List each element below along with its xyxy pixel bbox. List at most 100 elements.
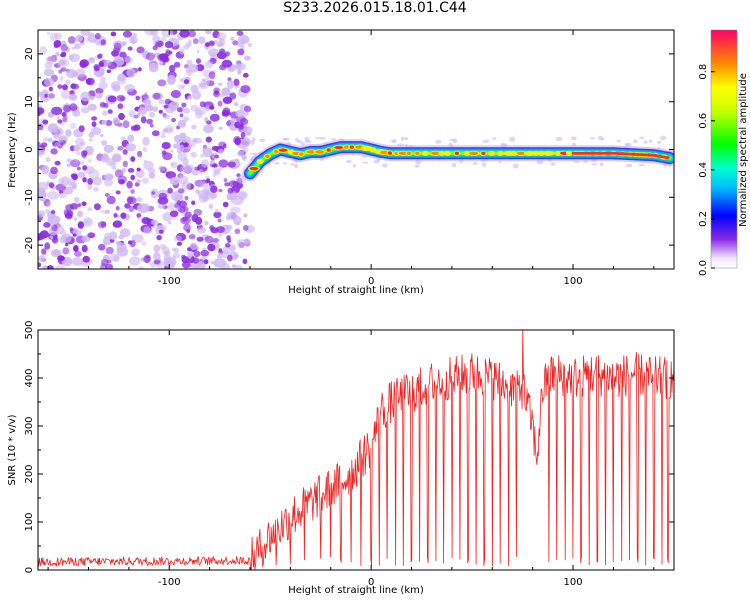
noise-dot [229, 92, 237, 100]
noise-dot [75, 68, 86, 78]
noise-dot [178, 84, 186, 90]
noise-dot [116, 242, 127, 253]
noise-dot [87, 183, 93, 190]
noise-dot [203, 259, 209, 265]
noise-dot [129, 36, 138, 44]
noise-dot [230, 36, 235, 41]
ridge-blob [406, 151, 412, 155]
noise-dot [213, 258, 226, 268]
noise-dot [209, 113, 220, 122]
noise-dot [114, 42, 122, 51]
noise-dot [112, 117, 121, 125]
noise-dot [53, 249, 60, 256]
noise-dot [43, 77, 55, 87]
noise-dot [44, 208, 51, 213]
noise-dot [226, 80, 235, 89]
noise-dot [243, 213, 248, 218]
noise-dot [61, 112, 67, 117]
noise-dot [198, 169, 204, 175]
noise-dot [204, 220, 209, 226]
noise-dot [188, 30, 196, 38]
noise-dot [192, 38, 199, 45]
noise-dot [247, 43, 253, 47]
noise-dot [170, 149, 174, 153]
noise-dot [161, 131, 165, 135]
noise-dot [68, 54, 74, 60]
noise-dot [60, 44, 68, 52]
noise-dot [192, 137, 198, 143]
noise-dot [512, 163, 519, 169]
noise-dot [162, 152, 173, 161]
noise-dot [151, 130, 160, 137]
noise-dot [161, 30, 174, 38]
colorbar-tick-label: 0.6 [698, 113, 709, 129]
noise-dot [170, 161, 178, 169]
noise-dot [48, 93, 55, 99]
noise-dot [126, 180, 133, 189]
noise-dot [151, 191, 155, 195]
noise-dot [105, 120, 113, 126]
noise-dot [152, 45, 158, 51]
noise-dot [210, 159, 215, 165]
noise-dot [242, 137, 251, 146]
noise-dot [47, 123, 59, 133]
noise-dot [251, 137, 256, 142]
noise-dot [125, 143, 137, 152]
noise-dot [41, 248, 47, 255]
noise-dot [176, 200, 181, 206]
noise-dot [98, 243, 106, 251]
noise-dot [152, 106, 159, 112]
noise-dot [82, 150, 88, 157]
noise-dot [227, 187, 234, 194]
noise-dot [214, 154, 220, 159]
noise-dot [115, 190, 121, 195]
noise-dot [320, 137, 326, 140]
noise-dot [127, 134, 135, 142]
ridge-blob [510, 150, 518, 156]
noise-dot [435, 139, 442, 144]
noise-dot [130, 156, 136, 162]
colorbar-label: Normalized spectral amplitude [738, 73, 749, 227]
noise-dot [191, 200, 196, 206]
noise-dot [177, 188, 185, 194]
noise-dot [196, 226, 207, 234]
noise-dot [204, 60, 213, 69]
noise-dot [47, 265, 54, 269]
noise-dot [62, 115, 68, 123]
noise-dot [179, 132, 187, 139]
noise-dot [198, 36, 206, 44]
noise-dot [236, 30, 244, 36]
noise-dot [232, 40, 239, 46]
noise-dot [218, 148, 224, 154]
noise-dot [153, 252, 161, 261]
noise-dot [153, 244, 160, 253]
noise-dot [146, 118, 154, 125]
noise-dot [120, 136, 127, 141]
noise-dot [71, 71, 79, 78]
noise-dot [208, 40, 215, 47]
noise-dot [104, 179, 113, 187]
noise-dot [133, 114, 139, 119]
snr-frame [37, 329, 675, 571]
noise-dot [294, 163, 299, 169]
noise-dot [57, 84, 63, 89]
x-tick-label: 100 [564, 276, 583, 287]
noise-dot [243, 238, 251, 245]
noise-dot [51, 236, 59, 244]
noise-dot [77, 221, 85, 229]
noise-dot [44, 93, 48, 98]
noise-dot [205, 42, 210, 47]
noise-dot [213, 211, 222, 218]
noise-dot [213, 87, 220, 94]
noise-dot [114, 169, 124, 178]
snr-panel: -100 0 100 0 100 200 300 400 500 Height of stra… [7, 320, 675, 596]
noise-dot [215, 209, 219, 213]
noise-dot [152, 92, 161, 100]
noise-dot [40, 191, 47, 198]
noise-dot [203, 124, 214, 134]
noise-dot [77, 210, 83, 218]
x-tick-label: -100 [158, 276, 181, 287]
noise-dot [127, 196, 137, 205]
noise-dot [129, 256, 141, 266]
spectrogram-y-ticks: -20 -10 0 10 20 [24, 29, 674, 270]
